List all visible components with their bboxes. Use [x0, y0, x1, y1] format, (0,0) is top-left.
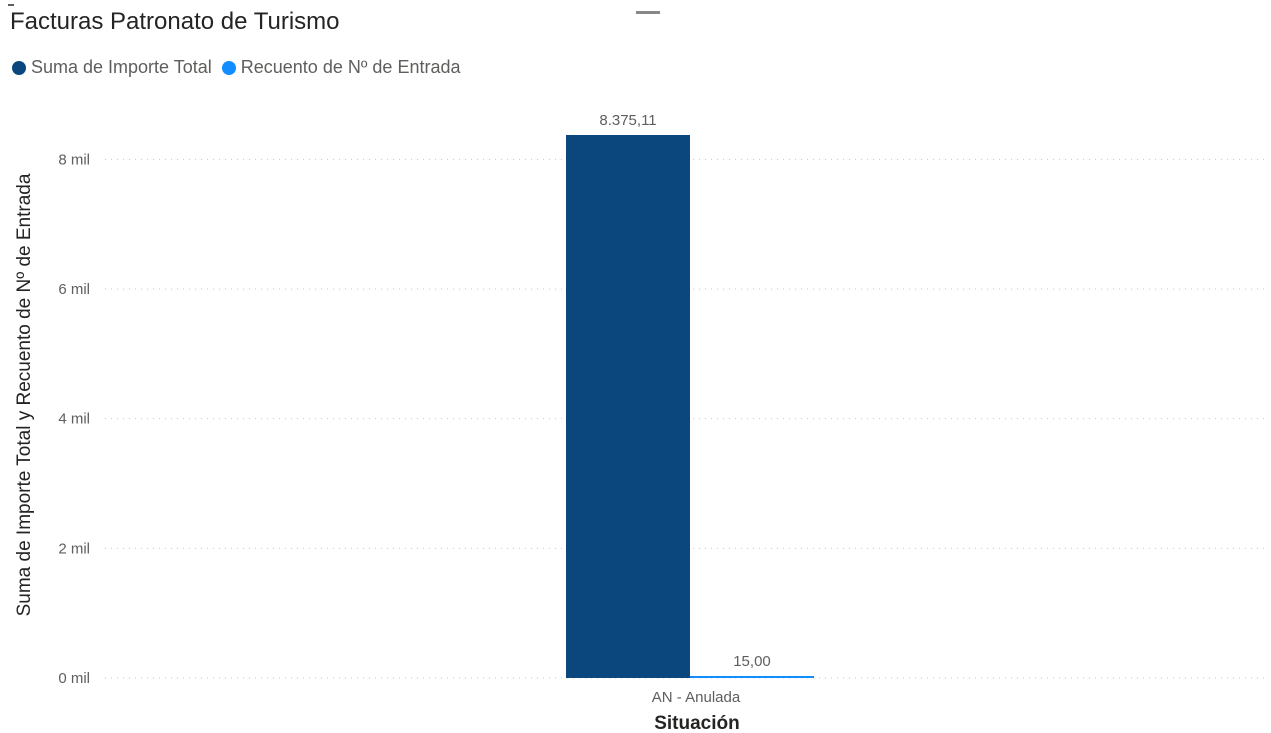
title-grip — [8, 4, 14, 6]
legend-item-importe[interactable]: Suma de Importe Total — [12, 57, 212, 78]
y-tick-label-1: 2 mil — [58, 540, 90, 557]
y-axis-ticks: 0 mil 2 mil 4 mil 6 mil 8 mil — [58, 151, 90, 687]
legend-label-recuento: Recuento de Nº de Entrada — [240, 57, 461, 77]
y-tick-label-0: 0 mil — [58, 670, 90, 687]
y-axis-title: Suma de Importe Total y Recuento de Nº d… — [14, 173, 35, 616]
x-axis-title: Situación — [654, 713, 740, 733]
legend-item-recuento[interactable]: Recuento de Nº de Entrada — [221, 57, 461, 78]
x-axis-ticks: AN - Anulada — [652, 689, 741, 706]
bar-0-0 — [566, 135, 690, 678]
data-label-1-0: 15,00 — [733, 653, 771, 670]
x-tick-label-0: AN - Anulada — [652, 689, 741, 706]
legend-label-importe: Suma de Importe Total — [31, 57, 212, 77]
y-tick-label-2: 4 mil — [58, 411, 90, 428]
chart-title: Facturas Patronato de Turismo — [10, 8, 340, 35]
legend: Suma de Importe Total Recuento de Nº de … — [12, 57, 470, 78]
minimize-handle[interactable] — [636, 11, 660, 14]
gridlines — [105, 158, 1265, 679]
y-tick-label-3: 6 mil — [58, 281, 90, 298]
y-tick-label-4: 8 mil — [58, 151, 90, 168]
legend-dot-recuento — [221, 60, 236, 75]
legend-dot-importe — [12, 60, 26, 75]
bars: 8.375,11 15,00 — [566, 112, 814, 678]
bar-1-0 — [690, 676, 814, 678]
data-label-0-0: 8.375,11 — [599, 112, 656, 129]
